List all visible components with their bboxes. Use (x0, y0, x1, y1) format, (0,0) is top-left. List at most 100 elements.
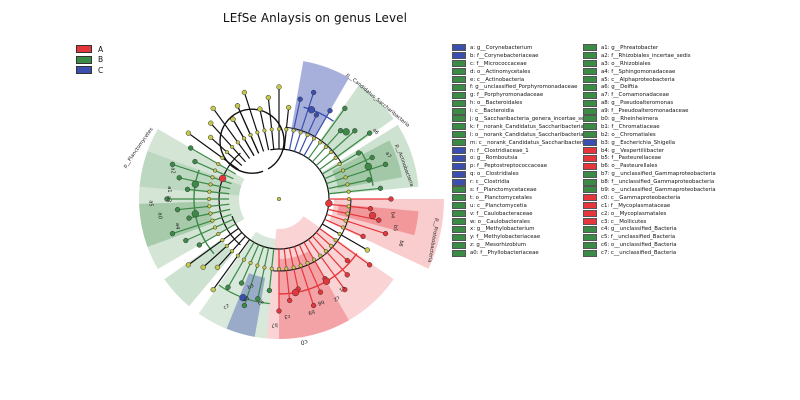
key-row: w: o__Caulobacterales (452, 218, 592, 226)
tree-node (325, 199, 333, 208)
tree-node (366, 262, 373, 268)
key-swatch (583, 131, 597, 139)
tree-branch (293, 246, 315, 306)
tree-node (284, 266, 289, 271)
tree-node (241, 302, 248, 309)
key-row: x: g__Methylobacterium (452, 225, 592, 233)
tree-node (340, 168, 345, 173)
tree-node (230, 248, 235, 254)
tree-node (210, 218, 215, 223)
key-row: d: o__Actinomycetales (452, 68, 592, 76)
legend-swatch-b (76, 55, 92, 64)
key-row: i: c__Bacteroidia (452, 107, 592, 115)
key-label: b7: g__unclassified_Gammaproteobacteria (601, 171, 716, 178)
tree-branch (212, 108, 251, 159)
key-label: f: g__unclassified_Porphyromonadaceae (470, 84, 578, 91)
tree-node (291, 128, 296, 133)
tree-node (185, 262, 192, 268)
tree-node (210, 175, 215, 180)
key-row: p: f__Peptostreptococcaceae (452, 162, 592, 170)
tree-node (224, 150, 230, 155)
clade-label: b6 (397, 239, 404, 247)
tree-node (323, 248, 328, 254)
key-label: s: f__Planctomycetaceae (470, 186, 537, 193)
key-label: b9: o__unclassified_Gammaproteobacteria (601, 186, 716, 193)
tree-node (318, 253, 323, 258)
tree-node (382, 230, 389, 237)
tree-node (291, 288, 300, 297)
clade-label: a0 (157, 212, 163, 219)
clade-sector (279, 250, 349, 339)
key-label: b2: o__Chromatiales (601, 131, 656, 138)
tree-branch (210, 122, 246, 163)
tree-node (206, 196, 212, 202)
tree-node (352, 128, 358, 134)
tree-node (327, 108, 333, 114)
tree-branch (315, 130, 356, 166)
key-swatch (583, 162, 597, 170)
tree-node (369, 154, 375, 161)
key-label: q: o__Clostridiales (470, 171, 519, 178)
tree-node (241, 89, 248, 96)
tree-node (230, 116, 236, 122)
key-swatch (452, 76, 466, 83)
tree-node (234, 103, 241, 109)
tree-node (322, 277, 331, 285)
tree-node (311, 257, 317, 262)
tree-node (345, 182, 350, 187)
tree-node (368, 211, 377, 220)
tree-node (192, 158, 198, 165)
key-row: a: g__Corynebacterium (452, 44, 592, 52)
key-swatch (452, 178, 466, 186)
tree-node (214, 264, 221, 271)
tree-branch (190, 147, 236, 175)
tree-node (269, 266, 274, 271)
tree-node (208, 211, 213, 216)
tree-node (342, 105, 348, 112)
key-row: b1: f__Chromatiaceae (583, 123, 716, 131)
key-row: r: c__Clostridia (452, 178, 592, 186)
tree-arc (303, 106, 334, 122)
key-label: a8: g__Pseudoalteromonas (601, 100, 674, 107)
key-row: f: g__unclassified_Porphyromonadaceae (452, 83, 592, 91)
tree-branch (327, 208, 379, 221)
tree-branch (212, 239, 251, 290)
key-swatch (452, 170, 466, 178)
tree-branch (257, 247, 270, 299)
clade-label: a6 (371, 127, 380, 136)
tree-node (343, 218, 348, 223)
key-row: c7: c__unclassified_Bacteria (583, 249, 716, 257)
tree-node (276, 84, 282, 90)
key-label: a1: g__Phreatobacter (601, 44, 659, 51)
key-swatch (452, 210, 466, 218)
key-swatch (583, 218, 597, 226)
tree-node (207, 189, 212, 194)
tree-node (207, 134, 214, 141)
legend-swatch-a (76, 45, 92, 53)
legend-label-a: A (98, 44, 104, 54)
clade-label: c2 (332, 294, 340, 302)
key-swatch (583, 249, 597, 257)
key-label: a4: f__Sphingomonadaceae (601, 68, 676, 75)
tree-branch (322, 223, 368, 251)
clade-label: c6 (257, 299, 265, 307)
key-swatch (583, 123, 597, 131)
key-row: a8: g__Pseudoalteromonas (583, 99, 716, 107)
tree-node (174, 207, 181, 213)
clade-label: b4 (389, 212, 396, 219)
tree-node (287, 297, 293, 304)
tree-node (196, 242, 202, 248)
tree-node (297, 96, 303, 102)
tree-node (366, 177, 372, 183)
key-swatch (452, 218, 466, 226)
key-row: c2: o__Mycoplasmatales (583, 210, 716, 218)
key-row: c1: f__Mycoplasmataceae (583, 202, 716, 210)
key-label: d: o__Actinomycetales (470, 68, 531, 75)
clade-sector (266, 216, 394, 339)
key-swatch (583, 170, 597, 178)
key-swatch (452, 91, 466, 99)
key-label: c6: o__unclassified_Bacteria (601, 242, 677, 249)
tree-node (238, 280, 245, 286)
key-row: b8: f__unclassified_Gammaproteobacteria (583, 178, 716, 186)
tree-node (367, 205, 374, 212)
